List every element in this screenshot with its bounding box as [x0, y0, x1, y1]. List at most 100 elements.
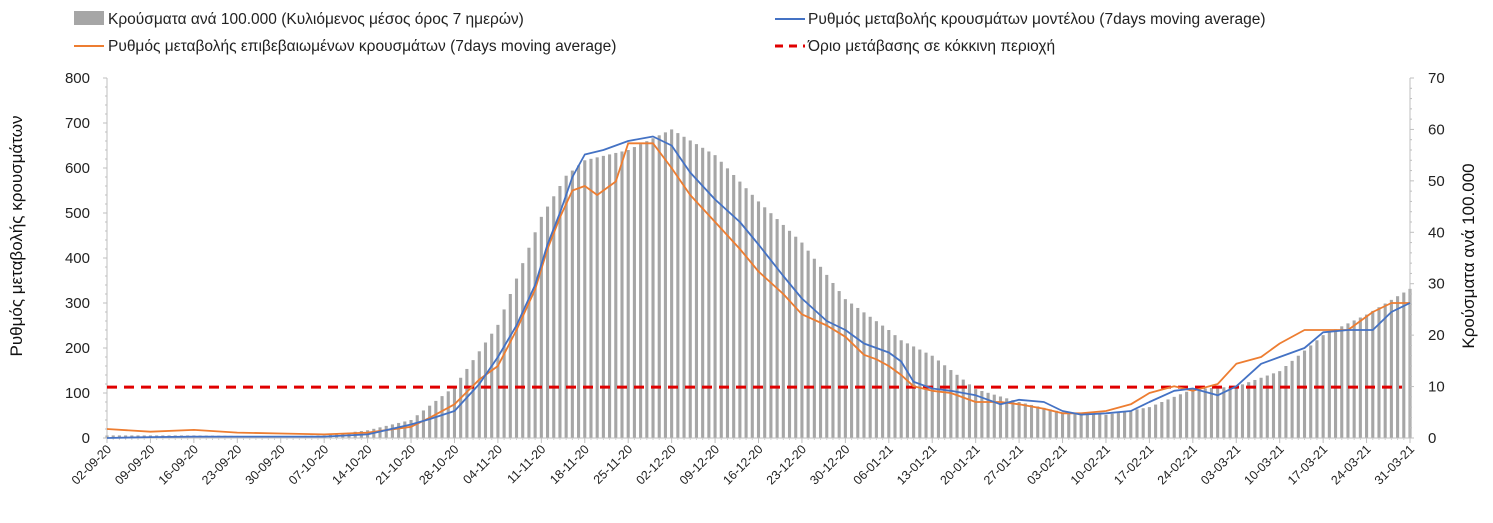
- bar: [1383, 303, 1387, 438]
- bar: [1098, 414, 1102, 438]
- x-tick-label: 07-10-20: [286, 442, 331, 487]
- bar: [1060, 412, 1065, 438]
- bar: [825, 274, 829, 438]
- bar: [887, 330, 891, 438]
- bar: [924, 352, 928, 438]
- bar: [856, 307, 860, 438]
- bar: [1147, 407, 1151, 438]
- bar: [608, 154, 612, 439]
- bar: [483, 342, 488, 438]
- y-left-tick-label: 0: [82, 430, 90, 447]
- y-right-tick-label: 60: [1428, 121, 1445, 138]
- bar: [1073, 413, 1077, 438]
- bar: [564, 175, 568, 438]
- lines-group: [106, 135, 1411, 439]
- bar: [1116, 412, 1120, 438]
- bar: [663, 132, 667, 438]
- bar: [1315, 340, 1319, 438]
- bar: [881, 325, 885, 438]
- x-tick-label: 30-09-20: [243, 442, 288, 487]
- bar: [1247, 382, 1251, 438]
- x-tick-label: 03-03-21: [1198, 442, 1243, 487]
- bar: [1023, 403, 1027, 438]
- bar: [1284, 366, 1288, 438]
- legend-label-confirmed-line: Ρυθμός μεταβολής επιβεβαιωμένων κρουσμάτ…: [108, 38, 616, 55]
- bar: [1092, 414, 1096, 438]
- y-left-tick-label: 300: [65, 295, 90, 312]
- bar: [1085, 413, 1089, 438]
- bar: [545, 206, 550, 438]
- bar: [955, 374, 959, 438]
- bar: [1333, 329, 1338, 438]
- bar: [471, 360, 475, 438]
- bar: [688, 140, 692, 438]
- x-tick-label: 09-09-20: [112, 442, 157, 487]
- bar: [477, 351, 481, 438]
- bar: [403, 421, 407, 438]
- y-left-tick-label: 400: [65, 250, 90, 267]
- bar: [986, 392, 990, 438]
- bar: [552, 196, 556, 438]
- bar: [1265, 375, 1269, 438]
- bar: [967, 384, 972, 438]
- bar: [936, 360, 940, 438]
- bar: [756, 201, 761, 438]
- bar: [1005, 398, 1009, 438]
- bar: [806, 250, 810, 438]
- bar: [1067, 412, 1071, 438]
- bar: [614, 152, 618, 438]
- y-right-tick-label: 40: [1428, 224, 1445, 241]
- x-tick-label: 16-12-20: [720, 442, 765, 487]
- bar: [465, 368, 469, 438]
- bar: [682, 136, 686, 438]
- bar: [763, 207, 767, 438]
- bar: [639, 144, 643, 439]
- bar: [1327, 332, 1331, 438]
- bar: [514, 278, 519, 438]
- bar: [1358, 317, 1362, 438]
- x-tick-label: 10-02-21: [1068, 442, 1113, 487]
- x-tick-label: 28-10-20: [416, 442, 461, 487]
- bar: [533, 232, 537, 438]
- bar: [831, 282, 835, 438]
- bar: [521, 263, 525, 438]
- bar: [527, 247, 531, 438]
- bar: [905, 343, 909, 438]
- bar: [1054, 410, 1058, 438]
- x-tick-label: 21-10-20: [373, 442, 418, 487]
- x-tick-label: 09-12-20: [677, 442, 722, 487]
- bar: [1129, 410, 1133, 438]
- bar: [850, 303, 854, 438]
- bar: [781, 224, 785, 438]
- bar: [1141, 408, 1145, 438]
- bar: [601, 155, 605, 438]
- bar: [539, 216, 543, 438]
- bar: [980, 390, 984, 438]
- x-tick-label: 10-03-21: [1242, 442, 1287, 487]
- x-tick-label: 27-01-21: [981, 442, 1026, 487]
- bar: [992, 394, 996, 438]
- x-tick-label: 17-03-21: [1285, 442, 1330, 487]
- bar: [620, 151, 624, 438]
- bar: [1340, 326, 1344, 438]
- x-tick-label: 24-03-21: [1328, 442, 1373, 487]
- bar: [701, 147, 705, 439]
- x-tick-label: 02-09-20: [69, 442, 114, 487]
- bar: [1029, 404, 1034, 438]
- bar: [1079, 413, 1083, 438]
- y-right-tick-label: 20: [1428, 327, 1445, 344]
- bar: [415, 415, 419, 438]
- bar: [1191, 389, 1195, 438]
- bar: [589, 158, 593, 438]
- y-left-tick-label: 500: [65, 205, 90, 222]
- bar: [446, 391, 450, 438]
- bar: [918, 349, 922, 438]
- y-left-axis-title: Ρυθμός μεταβολής κρουσμάτων: [7, 116, 26, 357]
- bar: [868, 316, 872, 438]
- x-tick-label: 25-11-20: [591, 442, 636, 487]
- x-tick-label: 30-12-20: [807, 442, 852, 487]
- y-right-tick-label: 70: [1428, 70, 1445, 87]
- legend-swatch-bars: [74, 11, 104, 25]
- bar: [738, 181, 742, 438]
